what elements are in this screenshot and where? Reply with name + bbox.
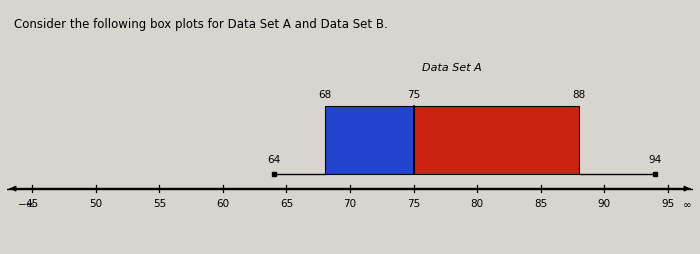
Bar [414, 106, 579, 173]
Text: 65: 65 [280, 199, 293, 209]
Text: 75: 75 [407, 199, 420, 209]
Text: 55: 55 [153, 199, 166, 209]
Text: 88: 88 [572, 90, 585, 100]
Text: 75: 75 [407, 90, 420, 100]
Text: $-\infty$: $-\infty$ [17, 199, 35, 209]
Text: 95: 95 [661, 199, 674, 209]
Text: Data Set A: Data Set A [422, 63, 482, 73]
Text: 50: 50 [90, 199, 102, 209]
Text: 70: 70 [344, 199, 356, 209]
Text: 80: 80 [470, 199, 484, 209]
Text: 60: 60 [216, 199, 230, 209]
Text: Consider the following box plots for Data Set A and Data Set B.: Consider the following box plots for Dat… [14, 18, 388, 31]
Text: 85: 85 [534, 199, 547, 209]
Text: 68: 68 [318, 90, 331, 100]
Text: $\infty$: $\infty$ [682, 199, 692, 209]
Text: 45: 45 [26, 199, 39, 209]
Bar [325, 106, 414, 173]
Text: 64: 64 [267, 154, 281, 165]
Text: 94: 94 [648, 154, 662, 165]
Text: 90: 90 [598, 199, 610, 209]
